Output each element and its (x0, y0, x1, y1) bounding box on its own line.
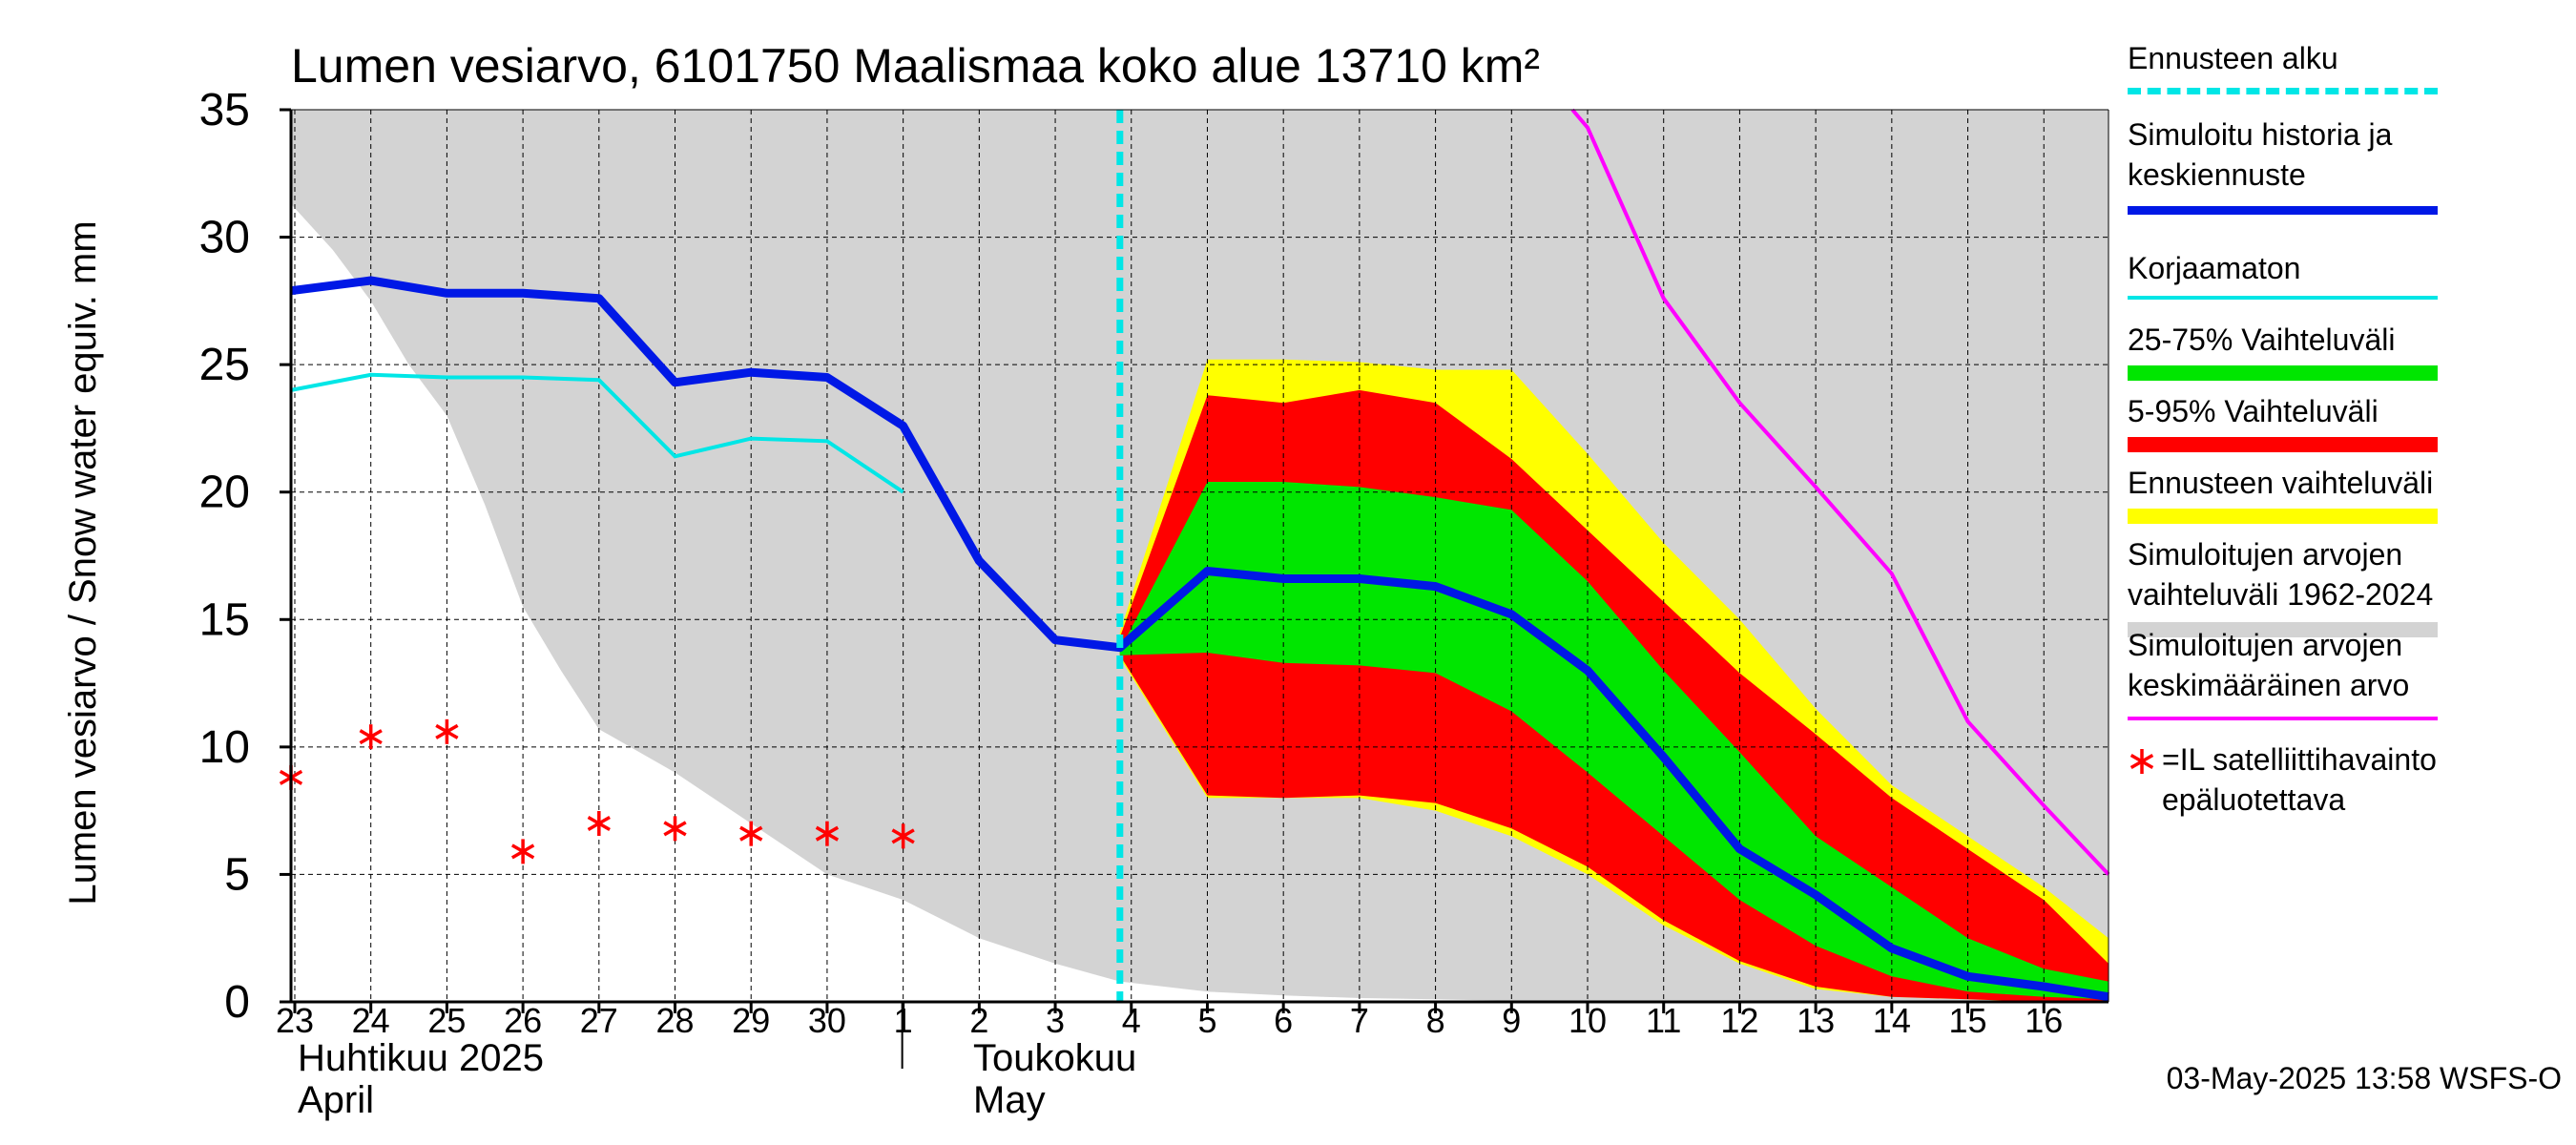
legend-label: Korjaamaton (2128, 251, 2301, 285)
satellite-point (663, 816, 687, 842)
timestamp: 03-May-2025 13:58 WSFS-O (2167, 1061, 2562, 1095)
x-tick-label: 16 (2025, 1001, 2063, 1040)
legend-swatch (2128, 622, 2438, 637)
legend-swatch (2128, 745, 2156, 774)
legend-star-icon (2129, 749, 2154, 774)
simulated-history-line (290, 276, 2109, 1002)
legend-item: Simuloitujen arvojen keskimääräinen arvo (2128, 625, 2442, 720)
x-tick-label: 4 (1122, 1001, 1141, 1040)
legend-label: =IL satelliittihavainto epäluotettava (2162, 742, 2437, 817)
y-tick-label: 0 (224, 977, 250, 1028)
month-label-fi: Toukokuu (973, 1037, 1136, 1079)
x-tick-label: 5 (1197, 1001, 1216, 1040)
y-tick-label: 30 (199, 213, 250, 263)
mean-line (1570, 108, 2110, 876)
legend-swatch (2128, 437, 2438, 452)
month-label-en: April (298, 1079, 374, 1121)
legend-label: 25-75% Vaihteluväli (2128, 323, 2396, 357)
legend-item: Simuloitujen arvojen vaihteluväli 1962-2… (2128, 534, 2442, 637)
legend-label: Ennusteen alku (2128, 41, 2338, 75)
legend-item: =IL satelliittihavainto epäluotettava (2128, 739, 2442, 820)
x-tick-label: 30 (808, 1001, 846, 1040)
satellite-point (587, 811, 611, 836)
legend-swatch (2128, 206, 2438, 215)
x-tick-label: 26 (504, 1001, 542, 1040)
satellite-point (510, 839, 535, 864)
x-tick-label: 25 (427, 1001, 466, 1040)
legend-item: 25-75% Vaihteluväli (2128, 320, 2442, 381)
x-tick-label: 13 (1797, 1001, 1835, 1040)
x-tick-label: 2 (969, 1001, 988, 1040)
x-tick-label: 29 (732, 1001, 770, 1040)
chart-title: Lumen vesiarvo, 6101750 Maalismaa koko a… (291, 39, 1540, 93)
satellite-point (891, 823, 915, 849)
legend-label: Simuloitujen arvojen keskimääräinen arvo (2128, 628, 2410, 702)
legend-swatch (2128, 296, 2438, 300)
x-tick-label: 10 (1568, 1001, 1607, 1040)
legend-label: 5-95% Vaihteluväli (2128, 394, 2379, 428)
legend-item: Simuloitu historia ja keskiennuste (2128, 114, 2442, 215)
month-label-fi: Huhtikuu 2025 (298, 1037, 544, 1079)
y-tick-label: 20 (199, 468, 250, 518)
x-tick-label: 11 (1646, 1001, 1681, 1040)
legend-label: Simuloitujen arvojen vaihteluväli 1962-2… (2128, 537, 2434, 612)
legend-item: 5-95% Vaihteluväli (2128, 391, 2442, 452)
y-tick-label: 5 (224, 849, 250, 900)
satellite-point (359, 724, 383, 750)
legend-item: Ennusteen vaihteluväli (2128, 463, 2442, 524)
legend-swatch (2128, 717, 2438, 720)
y-tick-label: 35 (199, 85, 250, 135)
month-label-en: May (973, 1079, 1046, 1121)
satellite-point (739, 821, 763, 846)
legend-item: Korjaamaton (2128, 248, 2442, 300)
axes: 0 5 10 15 20 25 30 35 23 24 25 26 27 28 29 30 12 3 4 5 6 7 8 9 1… (199, 85, 2109, 1121)
legend-swatch (2128, 365, 2438, 381)
y-tick-label: 10 (199, 722, 250, 773)
y-axis-label: Lumen vesiarvo / Snow water equiv. mm (62, 220, 104, 905)
legend-label: Simuloitu historia ja keskiennuste (2128, 117, 2393, 192)
x-tick-label: 27 (580, 1001, 618, 1040)
x-tick-label: 15 (1949, 1001, 1987, 1040)
green-25-75-band (1119, 482, 2109, 1000)
satellite-point (815, 821, 840, 846)
x-tick-label: 6 (1274, 1001, 1293, 1040)
satellite-point (435, 718, 459, 744)
y-tick-label: 25 (199, 340, 250, 390)
legend-item: Ennusteen alku (2128, 38, 2442, 94)
x-tick-label: 9 (1502, 1001, 1521, 1040)
legend-label: Ennusteen vaihteluväli (2128, 466, 2434, 500)
x-tick-label: 7 (1350, 1001, 1369, 1040)
legend-swatch (2128, 509, 2438, 524)
korjaamaton-line (290, 372, 904, 494)
x-tick-label: 24 (352, 1001, 390, 1040)
x-tick-label: 14 (1873, 1001, 1911, 1040)
x-tick-label: 3 (1046, 1001, 1065, 1040)
x-tick-label: 23 (276, 1001, 314, 1040)
plot-area (279, 108, 2110, 1002)
x-tick-label: 28 (655, 1001, 694, 1040)
x-tick-label: 8 (1426, 1001, 1445, 1040)
legend-swatch (2128, 88, 2438, 94)
x-tick-label: 12 (1720, 1001, 1758, 1040)
y-tick-label: 15 (199, 594, 250, 645)
